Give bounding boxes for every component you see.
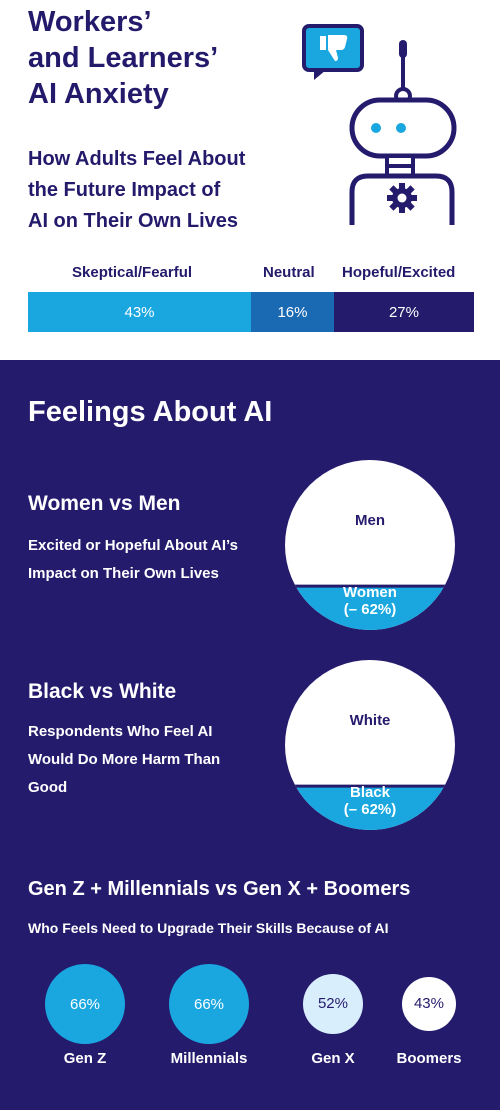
subtitle-line: How Adults Feel About xyxy=(28,148,246,170)
intro-section: Workers’ and Learners’ AI Anxiety How Ad… xyxy=(0,0,500,360)
pie-label-women-annotation: (– 62%) xyxy=(343,601,397,618)
feelings-section: Feelings About AI Women vs Men Excited o… xyxy=(0,360,500,1110)
stack-segment-skeptical-fearful: 43% xyxy=(28,292,251,332)
pie-label-black: Black (– 62%) xyxy=(285,784,455,818)
stack-segment-hopeful-excited: 27% xyxy=(333,292,474,332)
page-title: Workers’ and Learners’ AI Anxiety xyxy=(28,4,218,112)
pie-label-black-name: Black xyxy=(349,784,391,801)
women-men-description: Excited or Hopeful About AI’s Impact on … xyxy=(28,537,239,582)
women-men-pie xyxy=(285,460,455,630)
bubble-millennials: 66% xyxy=(169,964,249,1044)
black-white-pie xyxy=(285,660,455,830)
bubble-gen-z: 66% xyxy=(45,964,125,1044)
bubble-label: Gen X xyxy=(311,1050,355,1067)
robot-icon xyxy=(349,40,457,225)
bubble-label: Boomers xyxy=(396,1050,462,1067)
title-line: AI Anxiety xyxy=(28,78,169,110)
robot-illustration xyxy=(302,24,457,225)
subtitle-line: the Future Impact of xyxy=(28,179,221,201)
section-title: Feelings About AI xyxy=(28,396,273,428)
thumbs-down-speech-bubble-icon xyxy=(302,24,364,80)
pie-label-women: Women (– 62%) xyxy=(285,584,455,618)
stack-segment-neutral: 16% xyxy=(251,292,334,332)
black-white-description: Respondents Who Feel AI Would Do More Ha… xyxy=(28,723,221,796)
pie-label-black-annotation: (– 62%) xyxy=(343,801,397,818)
title-line: Workers’ xyxy=(28,6,152,38)
women-men-title: Women vs Men xyxy=(28,492,181,515)
generations-title: Gen Z + Millennials vs Gen X + Boomers xyxy=(28,878,411,900)
stack-category-label: Skeptical/Fearful xyxy=(72,264,193,281)
stacked-bar: 43% 16% 27% xyxy=(28,292,474,332)
pie-label-women-name: Women xyxy=(343,584,397,601)
page-subtitle: How Adults Feel About the Future Impact … xyxy=(28,144,245,237)
pie-label-white: White xyxy=(349,712,391,729)
generations-description: Who Feels Need to Upgrade Their Skills B… xyxy=(28,920,389,936)
pie-label-men: Men xyxy=(355,512,385,529)
stack-category-label: Hopeful/Excited xyxy=(342,264,456,281)
black-white-title: Black vs White xyxy=(28,680,177,703)
stack-category-label: Neutral xyxy=(263,264,315,281)
title-line: and Learners’ xyxy=(28,42,219,74)
bubble-boomers: 43% xyxy=(401,976,457,1032)
bubble-gen-x: 52% xyxy=(302,973,364,1035)
bubble-label: Gen Z xyxy=(63,1050,107,1067)
gear-icon xyxy=(387,183,417,213)
bubble-label: Millennials xyxy=(170,1050,248,1067)
subtitle-line: AI on Their Own Lives xyxy=(28,210,239,232)
